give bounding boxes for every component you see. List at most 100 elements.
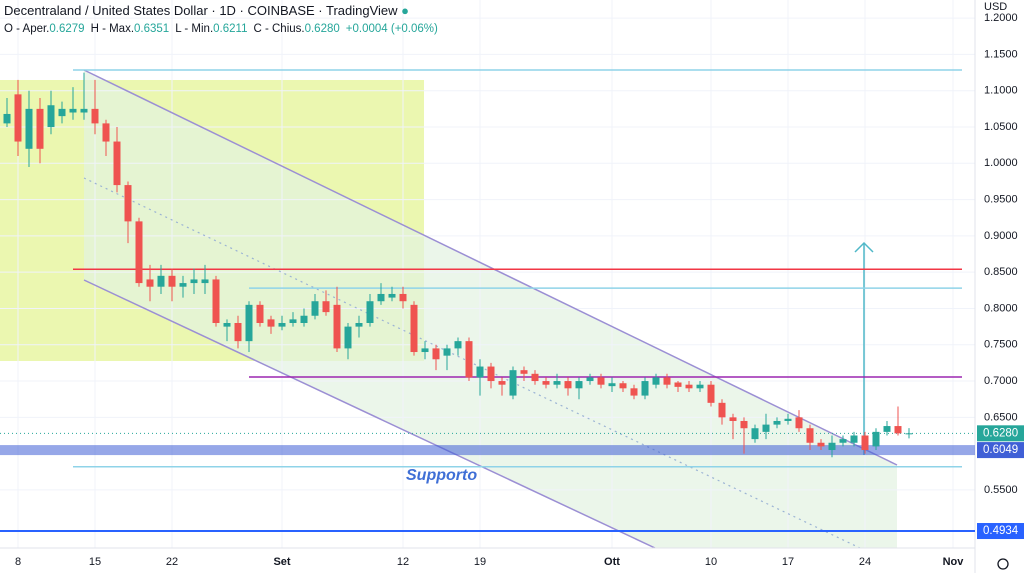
candle-body bbox=[674, 382, 682, 387]
y-tick-label: 0.7000 bbox=[984, 375, 1018, 387]
settings-icon[interactable] bbox=[997, 558, 1009, 570]
channel-lower bbox=[83, 279, 656, 549]
ohlc-label: H - Max. bbox=[90, 23, 135, 35]
candle-body bbox=[223, 322, 231, 327]
y-tick-label: 1.1000 bbox=[984, 85, 1018, 97]
candle-body bbox=[432, 348, 440, 360]
x-tick-label: 19 bbox=[474, 556, 486, 568]
x-tick-label: 15 bbox=[89, 556, 101, 568]
candle-body bbox=[443, 348, 451, 356]
candle-body bbox=[839, 439, 847, 443]
arrow-head bbox=[854, 241, 874, 253]
candle-body bbox=[322, 301, 330, 313]
ohlc-value: 0.6280 bbox=[304, 23, 340, 35]
candle-body bbox=[828, 442, 836, 451]
candle-body bbox=[300, 315, 308, 323]
candle-body bbox=[80, 108, 88, 113]
ohlc-value: 0.6351 bbox=[134, 23, 170, 35]
candle-body bbox=[641, 381, 649, 396]
candle-body bbox=[36, 108, 44, 149]
candle-body bbox=[179, 283, 187, 287]
candle-body bbox=[509, 370, 517, 396]
candle-body bbox=[850, 435, 858, 443]
y-tick-label: 0.8000 bbox=[984, 302, 1018, 314]
y-tick-label: 1.1500 bbox=[984, 48, 1018, 60]
candle-body bbox=[608, 383, 616, 387]
y-tick-label: 1.2000 bbox=[984, 12, 1018, 24]
candle-body bbox=[498, 381, 506, 385]
candle-body bbox=[102, 123, 110, 142]
x-tick-label: 10 bbox=[705, 556, 717, 568]
y-tick-label: 0.8500 bbox=[984, 266, 1018, 278]
y-tick-label: 1.0500 bbox=[984, 121, 1018, 133]
y-tick-label: 0.7500 bbox=[984, 339, 1018, 351]
ohlc-label: L - Min. bbox=[175, 23, 214, 35]
candle-body bbox=[553, 381, 561, 385]
candle-body bbox=[685, 384, 693, 389]
candle-body bbox=[487, 366, 495, 382]
x-tick-label: Ott bbox=[604, 556, 620, 568]
candle-body bbox=[861, 435, 869, 451]
candle-body bbox=[905, 433, 913, 435]
y-tick-label: 1.0000 bbox=[984, 157, 1018, 169]
price-label: 0.6280 bbox=[983, 427, 1018, 439]
candle-body bbox=[806, 428, 814, 443]
header: Decentraland / United States Dollar · 1D… bbox=[4, 2, 438, 38]
candle-body bbox=[421, 348, 429, 353]
candle-body bbox=[751, 428, 759, 440]
candle-body bbox=[245, 304, 253, 342]
channel-upper bbox=[83, 69, 898, 466]
candle-body bbox=[663, 377, 671, 385]
candle-body bbox=[707, 384, 715, 403]
candle-body bbox=[762, 424, 770, 432]
candle-body bbox=[388, 293, 396, 298]
x-tick-label: 17 bbox=[782, 556, 794, 568]
support-band bbox=[0, 445, 975, 456]
x-tick-label: 24 bbox=[859, 556, 871, 568]
candle-body bbox=[91, 108, 99, 124]
candle-body bbox=[410, 304, 418, 353]
candle-body bbox=[135, 221, 143, 284]
candle-body bbox=[718, 402, 726, 418]
candle-body bbox=[784, 418, 792, 421]
candle-body bbox=[377, 293, 385, 302]
candle-body bbox=[311, 301, 319, 316]
x-tick-label: 12 bbox=[397, 556, 409, 568]
candle-body bbox=[113, 141, 121, 186]
candle-body bbox=[696, 384, 704, 389]
candle-body bbox=[157, 275, 165, 287]
candle-body bbox=[773, 420, 781, 425]
currency[interactable]: USD bbox=[984, 1, 1007, 13]
y-tick-label: 0.6500 bbox=[984, 411, 1018, 423]
candle-body bbox=[894, 426, 902, 434]
candle-body bbox=[619, 383, 627, 389]
candle-body bbox=[575, 381, 583, 389]
candle-body bbox=[267, 319, 275, 327]
candle-body bbox=[256, 304, 264, 323]
x-tick-label: Nov bbox=[943, 556, 965, 568]
channel-fill bbox=[84, 70, 897, 548]
candle-body bbox=[146, 279, 154, 287]
candle-body bbox=[531, 373, 539, 382]
symbol-title[interactable]: Decentraland / United States Dollar · 1D… bbox=[4, 3, 398, 18]
price-label: 0.4934 bbox=[983, 525, 1019, 537]
ohlc-row: O - Aper.0.6279 H - Max.0.6351 L - Min.0.6… bbox=[4, 20, 438, 38]
candle-body bbox=[476, 366, 484, 378]
y-tick-label: 0.5500 bbox=[984, 484, 1018, 496]
candle-body bbox=[69, 108, 77, 113]
candle-body bbox=[366, 301, 374, 323]
candle-body bbox=[740, 420, 748, 429]
candle-body bbox=[817, 442, 825, 447]
candle-body bbox=[520, 370, 528, 374]
price-label-bg bbox=[977, 442, 1024, 459]
candle-body bbox=[58, 108, 66, 117]
change: +0.0004 (+0.06%) bbox=[345, 23, 438, 35]
candle-body bbox=[652, 377, 660, 385]
candle-body bbox=[25, 108, 33, 149]
candle-body bbox=[542, 381, 550, 385]
ohlc-value: 0.6279 bbox=[49, 23, 85, 35]
candle-body bbox=[344, 326, 352, 349]
annotation-text: Supporto bbox=[406, 467, 477, 484]
x-tick-label: Set bbox=[273, 556, 290, 568]
